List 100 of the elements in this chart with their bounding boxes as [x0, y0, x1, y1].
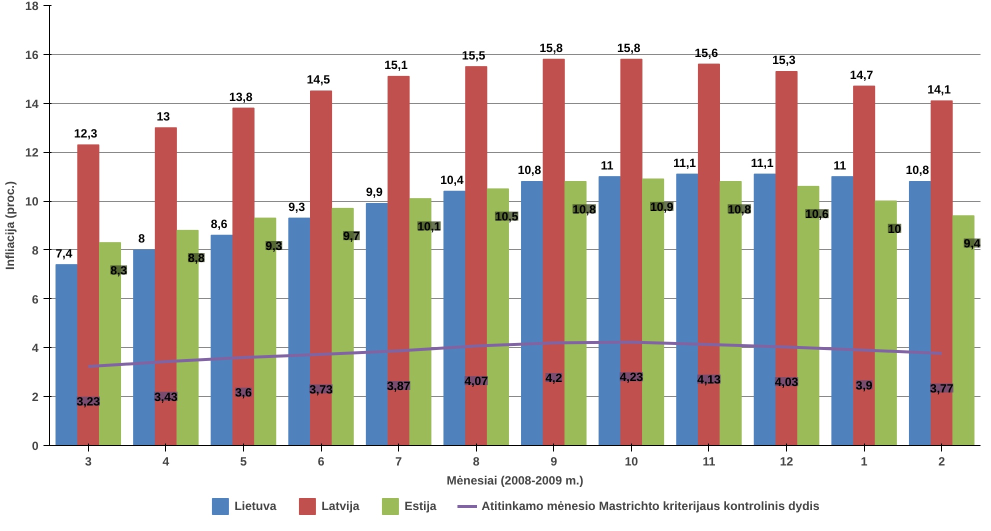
x-tick-label: 12: [780, 454, 794, 468]
data-label: 3,87: [386, 379, 411, 394]
data-label: 13: [156, 109, 170, 124]
bar: [930, 100, 953, 446]
data-label: 8: [138, 232, 146, 246]
data-label: 3,73: [309, 382, 334, 396]
bar: [598, 176, 621, 446]
y-tick-label: 8: [32, 243, 39, 258]
x-tick-label: 2: [938, 454, 946, 468]
bar: [77, 144, 100, 446]
legend-label: Estija: [404, 499, 436, 513]
bar: [853, 86, 876, 446]
bar: [620, 58, 642, 446]
data-label: 11,1: [750, 156, 774, 170]
bar: [465, 66, 488, 446]
bar: [288, 218, 310, 446]
bar: [776, 71, 798, 446]
data-label: 7,4: [56, 246, 73, 260]
bar: [521, 181, 544, 446]
data-label: 3,23: [76, 394, 100, 409]
y-tick-label: 6: [32, 292, 39, 306]
x-tick-label: 8: [472, 454, 480, 468]
y-tick-label: 0: [32, 439, 39, 453]
bar: [154, 127, 177, 446]
data-label: 3,9: [856, 378, 873, 392]
bar: [698, 64, 720, 446]
data-label: 14,1: [927, 82, 952, 96]
data-label: 10,9: [650, 200, 674, 214]
data-label: 10,8: [572, 202, 596, 216]
y-tick-label: 4: [32, 341, 39, 356]
data-label: 8,3: [110, 263, 128, 278]
data-label: 11: [600, 158, 614, 172]
x-tick-label: 4: [162, 454, 170, 468]
data-label: 15,8: [540, 40, 564, 55]
bar: [310, 90, 332, 446]
x-tick-label: 11: [702, 454, 716, 468]
legend-label: Latvija: [321, 499, 360, 513]
data-label: 4,23: [620, 370, 644, 384]
y-tick-label: 10: [25, 194, 39, 209]
bar: [443, 190, 466, 446]
x-tick-label: 10: [624, 454, 638, 468]
data-label: 4,03: [774, 375, 799, 390]
data-label: 3,6: [235, 386, 252, 400]
x-tick-label: 6: [318, 454, 325, 468]
data-label: 3,77: [930, 381, 954, 396]
data-label: 10: [888, 222, 902, 236]
data-label: 15,5: [462, 48, 486, 62]
data-label: 15,1: [384, 58, 408, 72]
data-label: 15,3: [772, 53, 796, 68]
y-axis-title: Infliacija (proc.): [3, 181, 18, 270]
data-label: 9,7: [343, 229, 360, 244]
data-label: 10,6: [805, 207, 829, 222]
line-series: [86, 340, 944, 368]
data-label: 15,8: [617, 40, 641, 55]
bar: [56, 264, 78, 446]
data-label: 11,1: [673, 156, 696, 170]
data-label: 12,3: [74, 126, 98, 140]
data-label: 4,13: [697, 372, 721, 387]
bar: [232, 108, 254, 446]
data-label: 8,8: [188, 251, 205, 266]
x-tick-label: 1: [860, 454, 868, 468]
x-tick-label: 9: [550, 454, 558, 468]
data-label: 3,43: [154, 390, 178, 404]
bar: [133, 249, 156, 446]
y-tick-label: 14: [25, 96, 39, 111]
bar: [754, 174, 776, 446]
bar: [388, 76, 410, 446]
legend-label: Atitinkamo mėnesio Mastrichto kriterijaus kontrolinis dydis: [481, 499, 820, 513]
data-label: 8,6: [210, 216, 228, 231]
data-label: 10,4: [440, 172, 464, 187]
data-label: 15,6: [694, 46, 718, 60]
x-tick-label: 7: [395, 454, 402, 468]
data-label: 14,5: [306, 72, 330, 87]
data-label: 4,07: [464, 374, 488, 388]
y-tick-label: 12: [25, 146, 39, 160]
data-label: 10,8: [728, 202, 752, 216]
x-tick-label: 5: [240, 454, 248, 468]
x-tick-label: 3: [84, 454, 92, 468]
legend-label: Lietuva: [234, 499, 276, 513]
bar: [831, 176, 854, 446]
bar: [908, 181, 932, 446]
data-label: 10,5: [494, 210, 519, 224]
data-label: 9,9: [366, 185, 383, 200]
data-label: 9,3: [266, 238, 283, 253]
bar: [676, 174, 698, 446]
data-label: 14,7: [850, 68, 874, 82]
y-tick-label: 16: [25, 48, 39, 62]
y-tick-label: 2: [32, 390, 39, 404]
data-label: 13,8: [229, 90, 253, 104]
bar: [542, 58, 565, 446]
data-label: 4,2: [545, 370, 562, 385]
data-label: 11: [833, 158, 846, 172]
y-tick-label: 18: [25, 0, 39, 13]
data-label: 9,4: [964, 236, 981, 250]
x-axis-title: Mėnesiai (2008-2009 m.): [446, 474, 584, 488]
data-label: 10,8: [906, 163, 930, 178]
data-label: 10,1: [417, 219, 442, 234]
data-label: 10,8: [518, 163, 542, 178]
bar: [366, 203, 388, 446]
data-label: 9,3: [288, 200, 306, 214]
